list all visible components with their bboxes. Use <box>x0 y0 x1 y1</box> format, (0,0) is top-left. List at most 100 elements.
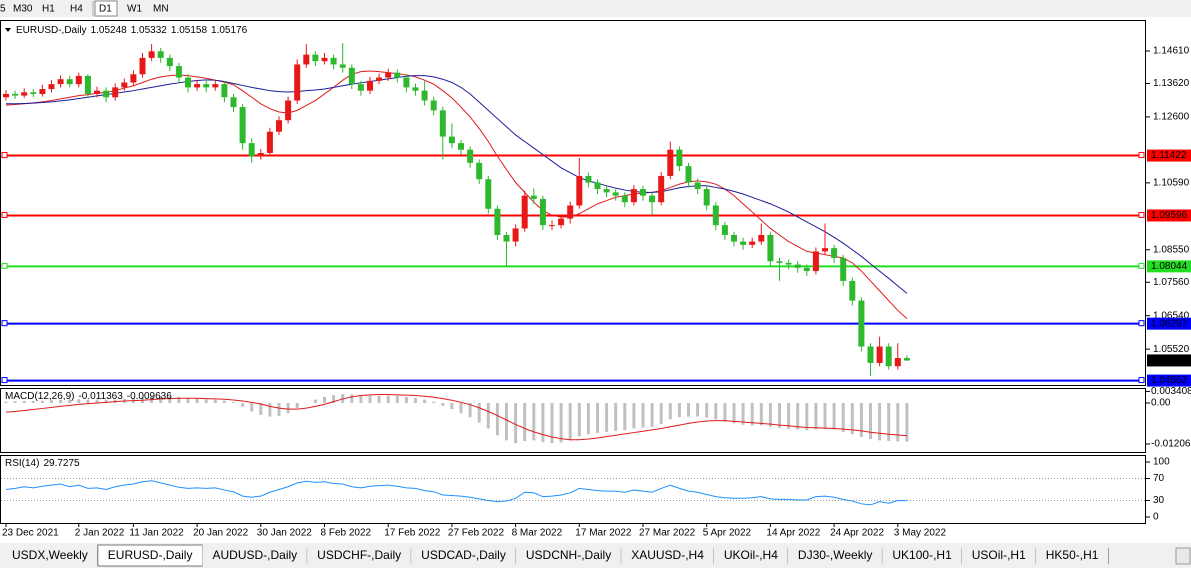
macd-bar <box>168 396 172 403</box>
tab[interactable]: AUDUSD-,Daily <box>202 545 308 566</box>
candle-body <box>285 100 292 121</box>
timeframe-button[interactable]: M30 <box>13 4 33 15</box>
candle-body <box>767 235 774 262</box>
tab-background <box>515 545 622 566</box>
timeframe-button[interactable]: H1 <box>42 4 55 15</box>
level-price-box <box>1147 149 1191 162</box>
macd-bar <box>768 403 772 427</box>
tab-background <box>713 545 788 566</box>
tab-label[interactable]: USOil-,H1 <box>972 548 1026 562</box>
macd-bar <box>31 400 35 403</box>
x-tick-label: 17 Feb 2022 <box>384 528 441 539</box>
level-price-label: 1.06297 <box>1151 318 1188 329</box>
level-price-label: 1.09596 <box>1151 210 1188 221</box>
candle-body <box>357 84 364 91</box>
candle-body <box>439 110 446 137</box>
tab-label[interactable]: AUDUSD-,Daily <box>212 548 297 562</box>
tab-label[interactable]: USDCNH-,Daily <box>526 548 611 562</box>
macd-bar <box>13 401 17 403</box>
rsi-value: 29.7275 <box>43 458 80 469</box>
tab[interactable]: XAUUSD-,H4 <box>621 545 715 566</box>
symbol-menu-arrow[interactable] <box>5 28 11 32</box>
tab[interactable]: DJ30-,Weekly <box>787 545 883 566</box>
timeframe-button[interactable]: MN <box>153 4 169 15</box>
timeframe-label[interactable]: MN <box>153 4 169 15</box>
tab-scroll[interactable] <box>1175 547 1191 565</box>
tab[interactable]: UKOil-,H4 <box>713 545 789 566</box>
macd-bar <box>687 403 690 417</box>
tab[interactable]: HK50-,H1 <box>1035 545 1109 566</box>
tab-background <box>882 545 962 566</box>
tab[interactable]: USDX,Weekly <box>2 545 99 566</box>
candle-body <box>640 189 646 196</box>
macd-bar <box>750 403 754 426</box>
tab-label[interactable]: DJ30-,Weekly <box>798 548 872 562</box>
candle-body <box>703 189 710 206</box>
macd-bar <box>277 403 281 416</box>
macd-bar <box>350 394 354 403</box>
tab-label[interactable]: EURUSD-,Daily <box>108 548 193 562</box>
macd-bar <box>850 403 854 435</box>
y-tick-label: 1.14610 <box>1153 46 1190 57</box>
x-tick-label: 27 Mar 2022 <box>639 528 696 539</box>
tab-label[interactable]: USDX,Weekly <box>12 548 88 562</box>
macd-bar <box>450 403 454 410</box>
candle-body <box>185 77 191 88</box>
tab-label[interactable]: XAUUSD-,H4 <box>631 548 704 562</box>
tab-label[interactable]: USDCHF-,Daily <box>317 548 401 562</box>
timeframe-label[interactable]: H4 <box>70 4 83 15</box>
candle-body <box>512 228 519 242</box>
candle-body <box>3 93 9 98</box>
candle-body <box>885 346 892 367</box>
tab[interactable]: USDCNH-,Daily <box>515 545 622 566</box>
macd-bar <box>614 403 618 431</box>
macd-bar <box>668 403 672 420</box>
macd-bar <box>550 403 554 444</box>
level-price-label: 1.04562 <box>1151 375 1188 386</box>
tab-label[interactable]: HK50-,H1 <box>1046 548 1099 562</box>
x-tick-label: 24 Apr 2022 <box>830 528 884 539</box>
candle-body <box>394 72 401 78</box>
level-price-box <box>1147 209 1191 222</box>
timeframe-button[interactable]: W1 <box>127 4 142 15</box>
tab[interactable]: USOil-,H1 <box>961 545 1037 566</box>
candle-body <box>66 79 73 85</box>
y-tick-label: 1.08550 <box>1153 244 1190 255</box>
macd-bar <box>404 396 408 403</box>
macd-bar <box>432 401 436 403</box>
tab[interactable]: USDCAD-,Daily <box>411 545 517 566</box>
macd-bar <box>323 396 326 403</box>
tab[interactable]: UK100-,H1 <box>882 545 963 566</box>
timeframe-button[interactable]: H4 <box>70 4 83 15</box>
macd-bar <box>523 403 527 442</box>
tab-label[interactable]: USDCAD-,Daily <box>421 548 506 562</box>
timeframe-button[interactable]: D1 <box>94 0 118 17</box>
tab-label[interactable]: UKOil-,H4 <box>724 548 778 562</box>
tab-label[interactable]: UK100-,H1 <box>892 548 952 562</box>
macd-bar <box>186 397 190 403</box>
macd-bar <box>50 400 53 403</box>
y-tick-label: 1.12600 <box>1153 112 1190 123</box>
chart-header: EURUSD-,Daily 1.05248 1.05332 1.05158 1.0517… <box>16 25 248 36</box>
tab-background <box>787 545 883 566</box>
candle-body <box>576 175 583 206</box>
timeframe-label[interactable]: 5 <box>0 4 6 15</box>
candle-body <box>658 175 665 203</box>
timeframe-label[interactable]: M30 <box>13 4 33 15</box>
macd-bar <box>696 403 700 417</box>
candle-body <box>194 84 201 88</box>
macd-bar <box>541 403 545 443</box>
macd-bar <box>241 403 245 407</box>
candle-body <box>858 300 865 347</box>
timeframe-label[interactable]: D1 <box>99 4 112 15</box>
timeframe-label[interactable]: H1 <box>42 4 55 15</box>
tab[interactable]: USDCHF-,Daily <box>307 545 412 566</box>
macd-bar <box>532 403 536 441</box>
candle-body <box>785 262 792 265</box>
tab[interactable]: EURUSD-,Daily <box>97 544 203 567</box>
timeframe-label[interactable]: W1 <box>127 4 142 15</box>
candle-body <box>585 175 592 183</box>
timeframe-button[interactable]: 5 <box>0 4 6 15</box>
macd-bar <box>68 399 72 403</box>
